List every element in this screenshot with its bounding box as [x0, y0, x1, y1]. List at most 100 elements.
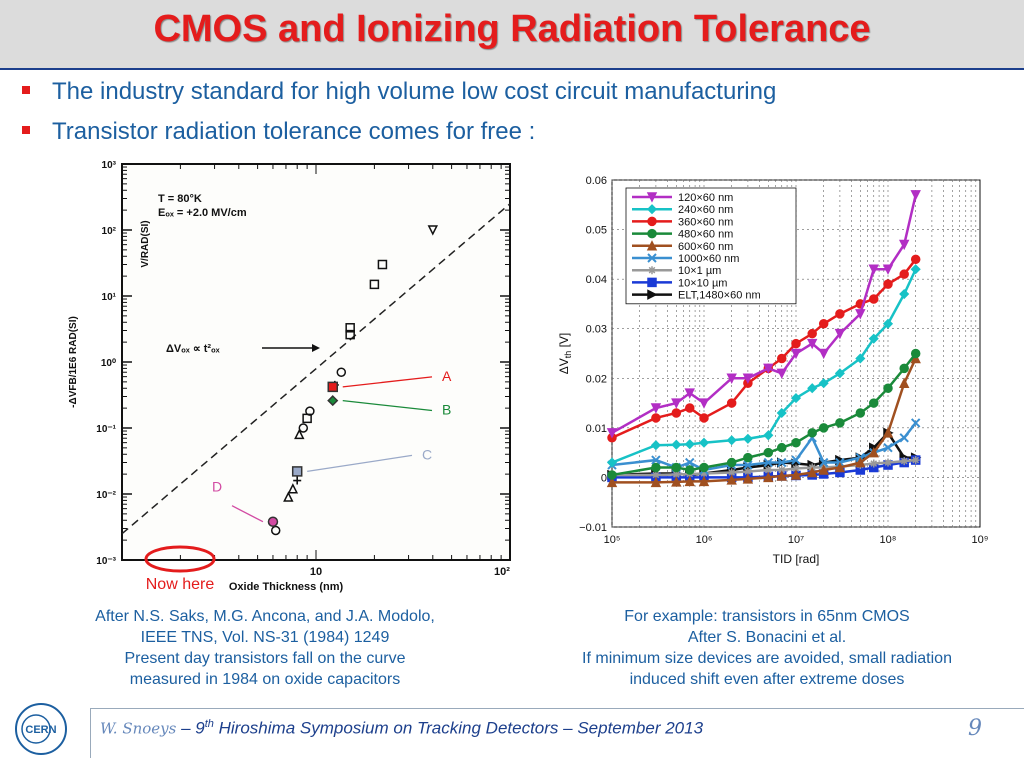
data-point — [294, 428, 305, 440]
footer-sep: – 9 — [176, 718, 205, 738]
legend-marker — [647, 253, 657, 263]
legend-label: 120×60 nm — [678, 192, 733, 204]
caption-line: IEEE TNS, Vol. NS-31 (1984) 1249 — [140, 629, 390, 646]
x-tick-label: 10⁹ — [972, 534, 989, 546]
now-here-label: Now here — [146, 576, 215, 593]
series-point — [671, 439, 682, 450]
title-rule — [0, 68, 1024, 70]
series-point — [868, 294, 879, 304]
highlight-arrow — [342, 399, 433, 412]
y-tick-label: 0.06 — [586, 175, 607, 187]
series-point — [855, 353, 866, 364]
series-point — [899, 288, 910, 300]
series-point — [835, 418, 845, 428]
highlight-point — [267, 516, 279, 527]
data-point — [377, 259, 388, 270]
series-point — [910, 352, 921, 364]
y-axis-label: ΔVth [V] — [557, 333, 573, 375]
annotation: ΔVₒₓ ∝ t²ₒₓ — [166, 343, 221, 355]
series-point — [651, 455, 661, 465]
legend-label: ELT,1480×60 nm — [678, 290, 761, 302]
oxide-thickness-chart: 10³ 10² 10¹ 10⁰ 10⁻¹ 10⁻² 10⁻³ 10 10² Oxide Thick… — [68, 160, 511, 593]
series-point — [834, 368, 845, 379]
series-point — [672, 470, 681, 479]
series-point — [607, 470, 617, 480]
series-point — [671, 408, 682, 418]
highlight-label: D — [212, 479, 222, 495]
series-point — [650, 476, 662, 488]
cern-logo-icon: CERN — [15, 703, 67, 755]
series-point — [651, 413, 661, 423]
data-point — [270, 525, 281, 536]
highlight-arrow — [342, 376, 433, 388]
data-point — [336, 367, 347, 377]
series-point — [884, 458, 892, 467]
highlight-arrow — [231, 505, 264, 523]
series-point — [776, 407, 787, 419]
series-point — [743, 460, 753, 470]
legend-label: 10×10 µm — [678, 277, 727, 289]
highlight-arrow — [307, 454, 413, 473]
series-point — [818, 319, 829, 329]
series-point — [764, 465, 773, 474]
series-point — [910, 254, 921, 265]
series-point — [818, 378, 829, 389]
legend-label: 1000×60 nm — [678, 253, 739, 265]
y-tick-label: 10⁰ — [101, 358, 116, 369]
series-point — [726, 474, 737, 485]
series-point — [818, 348, 829, 360]
series-point — [791, 338, 801, 349]
series-point — [911, 456, 920, 465]
y-tick-label: 10⁻² — [96, 490, 116, 501]
series-point — [807, 428, 817, 438]
y-tick-label: 0.03 — [586, 324, 607, 336]
series-point — [699, 413, 709, 423]
footer-rule — [90, 708, 1024, 709]
legend-label: 360×60 nm — [678, 216, 733, 228]
series-point — [763, 430, 774, 441]
y-tick-label: 10² — [102, 226, 117, 237]
series-point — [743, 467, 752, 476]
highlight-point — [327, 395, 339, 407]
y-tick-label: 0.02 — [586, 373, 607, 385]
legend-marker — [646, 192, 658, 203]
data-point — [345, 323, 355, 333]
series-point — [606, 476, 618, 488]
series-point — [742, 433, 753, 444]
data-point — [302, 413, 312, 424]
y-tick-label: 0.05 — [586, 225, 607, 237]
series-point — [807, 328, 817, 339]
footer-author: W. Snoeys — [100, 719, 177, 738]
y-tick-label: 10¹ — [102, 292, 117, 303]
series-point — [882, 264, 894, 275]
footer-event: Hiroshima Symposium on Tracking Detector… — [213, 718, 704, 738]
series-point — [684, 465, 695, 475]
series-point — [684, 403, 695, 413]
legend-label: 240×60 nm — [678, 204, 733, 216]
series-point — [684, 439, 695, 450]
bullet-item: Transistor radiation tolerance comes for… — [22, 118, 535, 146]
x-tick-label: 10 — [310, 566, 322, 578]
series-point — [742, 473, 754, 484]
series-point — [818, 464, 829, 475]
series-point — [883, 279, 893, 289]
highlight-label: C — [422, 446, 432, 462]
y-tick-label: −0.01 — [579, 522, 607, 534]
page-number: 9 — [968, 716, 982, 741]
x-tick-label: 10⁵ — [604, 534, 621, 546]
caption-line: measured in 1984 on oxide capacitors — [129, 671, 401, 688]
legend-label: 600×60 nm — [678, 241, 733, 253]
legend-marker — [647, 277, 657, 288]
y-tick-label: 0.01 — [586, 423, 607, 435]
footer-divider — [90, 708, 91, 758]
series-point — [899, 433, 909, 443]
caption-line: After N.S. Saks, M.G. Ancona, and J.A. M… — [95, 608, 435, 625]
series-point — [685, 457, 695, 468]
series-point — [791, 455, 801, 465]
bullet-square-icon — [22, 125, 30, 134]
series-point — [818, 423, 829, 433]
data-point — [293, 476, 302, 485]
data-point — [427, 225, 439, 236]
bullet-square-icon — [22, 85, 30, 94]
series-point — [855, 408, 866, 418]
